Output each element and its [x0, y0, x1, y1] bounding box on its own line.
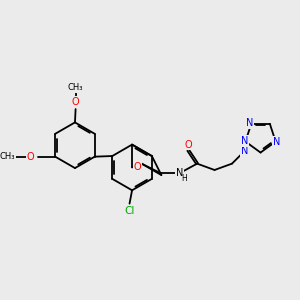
- Text: H: H: [182, 174, 187, 183]
- Text: CH₃: CH₃: [0, 152, 15, 161]
- Text: N: N: [273, 136, 280, 147]
- Text: Cl: Cl: [124, 206, 135, 216]
- Text: O: O: [184, 140, 192, 150]
- Text: O: O: [27, 152, 34, 162]
- Text: CH₃: CH₃: [68, 83, 83, 92]
- Text: N: N: [176, 168, 183, 178]
- Text: O: O: [134, 162, 142, 172]
- Text: N: N: [241, 136, 248, 146]
- Text: N: N: [241, 146, 248, 156]
- Text: N: N: [246, 118, 254, 128]
- Text: O: O: [72, 97, 80, 107]
